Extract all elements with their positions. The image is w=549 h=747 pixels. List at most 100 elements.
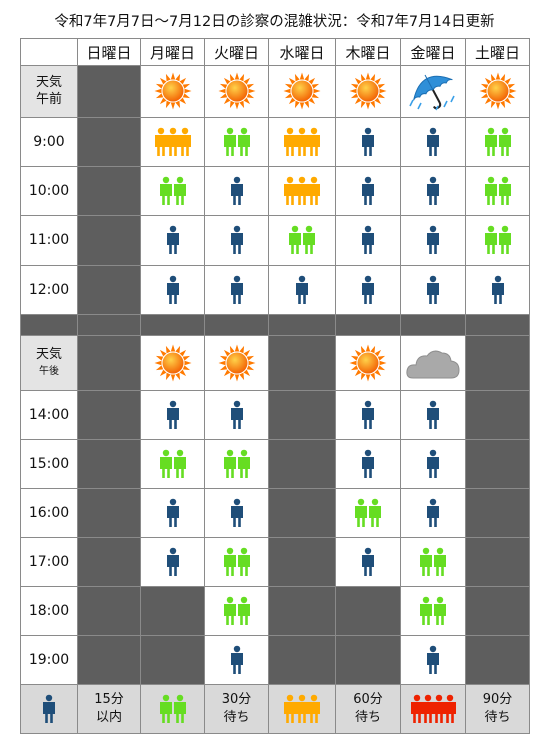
sunny-icon — [154, 344, 191, 382]
sunny-icon — [283, 72, 321, 110]
umbrella-rain-icon — [409, 75, 455, 111]
weather-cell — [204, 335, 269, 392]
two-people-icon — [223, 450, 250, 479]
time-row: 17:00 — [20, 536, 530, 587]
three-people-icon — [284, 176, 320, 206]
closed-cell — [77, 215, 141, 266]
closed-cell — [77, 335, 141, 392]
legend-icon-cell — [140, 683, 205, 735]
sunny-icon — [479, 72, 516, 110]
closed-cell — [268, 634, 336, 685]
person-icon — [230, 498, 243, 528]
time-label: 9:00 — [20, 116, 78, 167]
closed-cell — [77, 536, 141, 587]
closed-cell — [77, 65, 141, 118]
legend-text: 60分 待ち — [335, 683, 401, 735]
time-row: 11:00 — [20, 215, 530, 266]
person-icon — [427, 401, 439, 430]
congestion-cell — [140, 264, 205, 315]
weather-cell — [400, 335, 466, 392]
congestion-cell — [204, 488, 269, 538]
weather-cell — [465, 65, 530, 118]
person-icon — [362, 127, 374, 156]
closed-cell — [77, 264, 141, 315]
corner-cell — [20, 37, 78, 67]
congestion-cell — [140, 116, 205, 167]
time-label: 10:00 — [20, 165, 78, 217]
legend-icon-cell — [20, 683, 78, 735]
day-header: 火曜日 — [204, 37, 269, 67]
congestion-cell — [400, 439, 466, 490]
closed-cell — [465, 335, 530, 392]
person-icon — [427, 127, 439, 156]
congestion-cell — [400, 165, 466, 217]
congestion-cell — [335, 439, 401, 490]
congestion-cell — [268, 215, 336, 266]
legend-row: 15分 以内 30分 待ち 60分 待ち 90分 待ち — [20, 683, 530, 735]
legend-wait-time: 90分 — [482, 691, 513, 707]
three-people-icon — [284, 127, 320, 156]
time-row: 10:00 — [20, 165, 530, 217]
congestion-cell — [204, 439, 269, 490]
congestion-cell — [140, 439, 205, 490]
closed-cell — [268, 585, 336, 636]
person-icon — [362, 275, 374, 304]
legend-wait-time: 15分 — [94, 691, 124, 707]
person-icon — [427, 645, 439, 674]
day-header: 土曜日 — [465, 37, 530, 67]
page-title: 令和7年7月7日～7月12日の診察の混雑状況：令和7年7月14日更新 — [54, 14, 495, 30]
time-row: 14:00 — [20, 390, 530, 441]
two-people-icon — [223, 596, 250, 625]
person-icon — [230, 226, 243, 255]
person-icon — [362, 401, 374, 430]
closed-cell — [77, 116, 141, 167]
congestion-cell — [400, 536, 466, 587]
closed-cell — [268, 536, 336, 587]
closed-cell — [204, 313, 269, 337]
legend-text: 30分 待ち — [204, 683, 269, 735]
weather-title: 天気 — [35, 75, 62, 91]
person-icon — [230, 401, 243, 430]
congestion-cell — [465, 215, 530, 266]
congestion-cell — [204, 536, 269, 587]
legend-wait-suffix: 以内 — [95, 709, 122, 725]
person-icon — [427, 275, 439, 304]
closed-cell — [465, 488, 530, 538]
congestion-cell — [335, 116, 401, 167]
congestion-cell — [268, 264, 336, 315]
closed-cell — [20, 313, 78, 337]
legend-icon-cell — [268, 683, 336, 735]
congestion-cell — [335, 165, 401, 217]
closed-cell — [77, 488, 141, 538]
person-icon — [362, 176, 374, 206]
closed-cell — [465, 585, 530, 636]
time-row: 19:00 — [20, 634, 530, 685]
time-label: 17:00 — [20, 536, 78, 587]
two-people-icon — [159, 694, 186, 723]
congestion-table: 日曜日 月曜日 火曜日 水曜日 木曜日 金曜日 土曜日 天気 午前 9:00 10:00 11:00 1… — [20, 37, 530, 735]
congestion-cell — [204, 634, 269, 685]
congestion-cell — [140, 488, 205, 538]
congestion-cell — [465, 264, 530, 315]
time-label: 18:00 — [20, 585, 78, 636]
congestion-cell — [335, 264, 401, 315]
person-icon — [362, 547, 374, 576]
three-people-icon — [284, 694, 320, 723]
congestion-cell — [465, 165, 530, 217]
closed-cell — [77, 165, 141, 217]
two-people-icon — [289, 226, 315, 255]
closed-cell — [465, 313, 530, 337]
pm-weather-row: 天気 午後 — [20, 335, 530, 392]
person-icon — [166, 401, 179, 430]
time-label: 15:00 — [20, 439, 78, 490]
closed-cell — [77, 390, 141, 441]
closed-cell — [140, 313, 205, 337]
closed-cell — [335, 585, 401, 636]
two-people-icon — [223, 127, 250, 156]
day-header: 金曜日 — [400, 37, 466, 67]
congestion-cell — [204, 116, 269, 167]
cloudy-icon — [406, 350, 460, 379]
person-icon — [427, 498, 439, 528]
two-people-icon — [420, 596, 446, 625]
weather-label: 天気 午前 — [20, 65, 78, 118]
